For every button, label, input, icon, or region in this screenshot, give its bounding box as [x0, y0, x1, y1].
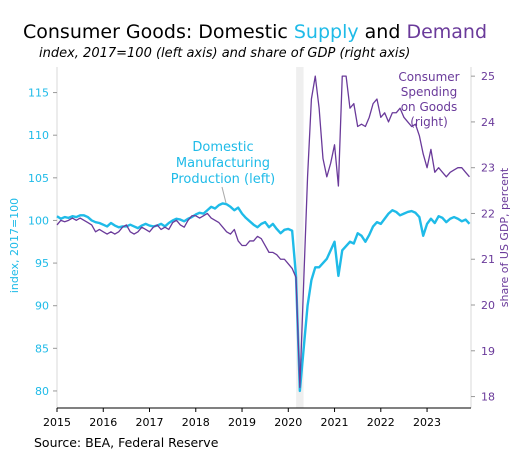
- title-part-0: Consumer Goods: Domestic: [23, 21, 294, 43]
- spending-series-line: [56, 75, 470, 389]
- spending-annotation-line: on Goods: [401, 100, 458, 114]
- left-tick-label: 100: [28, 214, 49, 227]
- recession-band: [296, 67, 304, 408]
- left-tick-label: 105: [28, 172, 49, 185]
- right-tick-label: 19: [481, 345, 495, 358]
- spending-annotation-line: Consumer: [398, 70, 459, 84]
- x-tick-label: 2017: [136, 416, 164, 429]
- spending-annotation-line: (right): [410, 115, 448, 129]
- left-tick-label: 115: [28, 87, 49, 100]
- right-tick-label: 25: [481, 70, 495, 83]
- x-tick-label: 2015: [43, 416, 71, 429]
- left-tick-label: 110: [28, 129, 49, 142]
- title-part-2: and: [359, 21, 407, 43]
- production-annotation-line: Domestic: [192, 140, 253, 155]
- x-tick-label: 2020: [274, 416, 302, 429]
- chart-subtitle: index, 2017=100 (left axis) and share of…: [39, 46, 410, 61]
- plot-area: 80 85 90 95 100 105 110 115 index, 2017=100 18 19 2…: [8, 67, 511, 429]
- right-tick-label: 21: [481, 253, 495, 266]
- x-tick-label: 2022: [367, 416, 395, 429]
- x-tick-label: 2021: [321, 416, 349, 429]
- left-tick-label: 95: [35, 257, 49, 270]
- right-tick-label: 24: [481, 116, 495, 129]
- right-axis-label: share of US GDP, percent: [498, 167, 511, 307]
- spending-annotation-line: Spending: [401, 85, 457, 99]
- chart-title: Consumer Goods: Domestic Supply and Dema…: [23, 21, 487, 43]
- x-tick-label: 2023: [413, 416, 441, 429]
- left-axis-label: index, 2017=100: [8, 198, 21, 293]
- right-tick-label: 18: [481, 391, 495, 404]
- x-tick-label: 2016: [89, 416, 117, 429]
- left-tick-label: 90: [35, 300, 49, 313]
- right-tick-label: 22: [481, 207, 495, 220]
- production-annotation-line: Manufacturing: [176, 156, 270, 171]
- production-annotation-line: Production (left): [171, 172, 276, 187]
- right-tick-label: 23: [481, 162, 495, 175]
- x-tick-label: 2019: [228, 416, 256, 429]
- production-series-line: [56, 202, 471, 393]
- title-part-1: Supply: [294, 21, 359, 43]
- left-tick-label: 85: [35, 342, 49, 355]
- title-part-3: Demand: [406, 21, 487, 43]
- production-annotation-leader: [221, 186, 227, 204]
- source-note: Source: BEA, Federal Reserve: [34, 435, 219, 450]
- left-tick-label: 80: [35, 385, 49, 398]
- right-tick-label: 20: [481, 299, 495, 312]
- x-tick-label: 2018: [182, 416, 210, 429]
